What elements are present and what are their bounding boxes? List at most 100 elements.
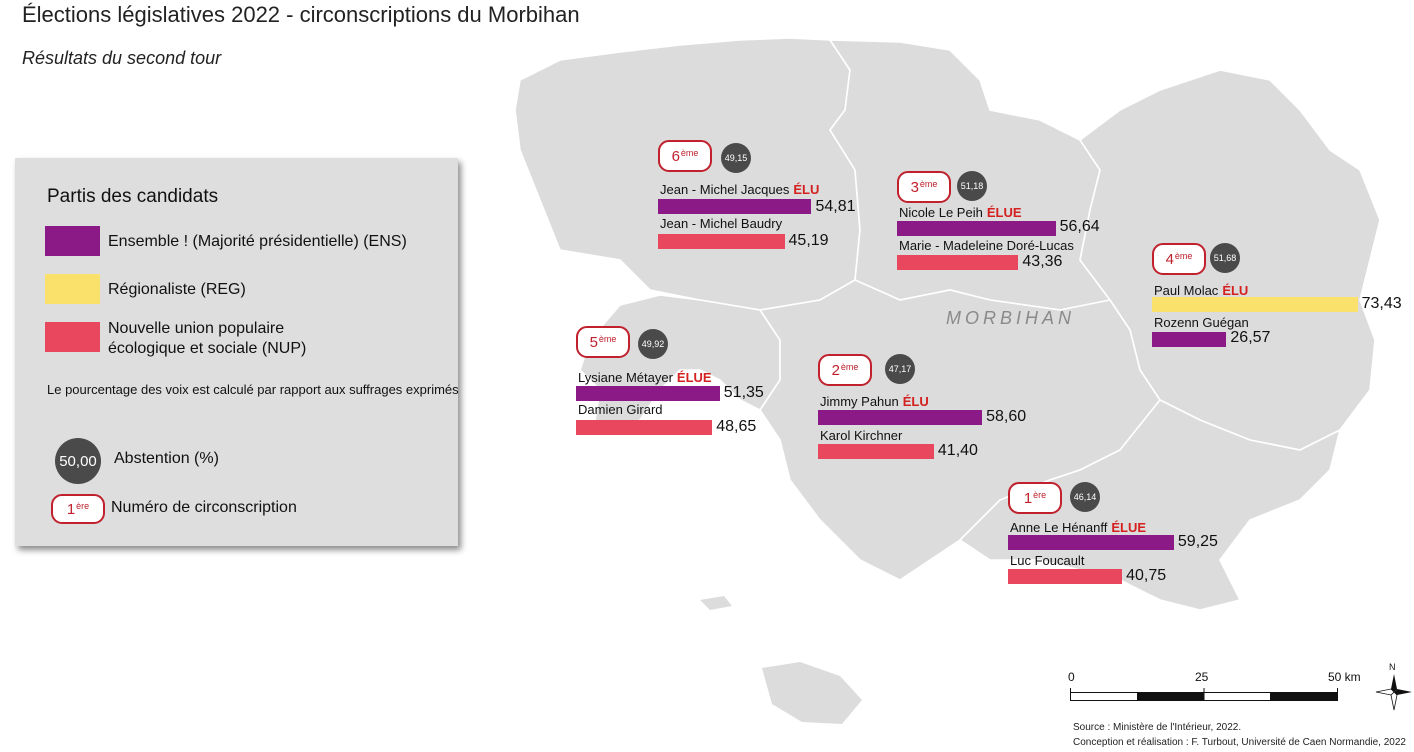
ens-swatch: [45, 226, 100, 256]
ens-label: Ensemble ! (Majorité présidentielle) (EN…: [108, 233, 407, 250]
constituency-number-sup: ème: [598, 334, 617, 344]
vote-bar: [576, 420, 713, 435]
vote-value: 56,64: [1059, 218, 1100, 235]
scale-label-25: 25: [1195, 670, 1209, 684]
constituency-number-badge: 4 ème: [1152, 243, 1206, 275]
candidate-name: Anne Le Hénanff ÉLUE: [1010, 520, 1146, 535]
vote-bar: [1008, 535, 1174, 550]
vote-value: 73,43: [1361, 295, 1402, 312]
vote-value: 59,25: [1177, 533, 1218, 550]
vote-bar: [1152, 297, 1358, 312]
vote-value: 58,60: [986, 408, 1027, 425]
abstention-circle: 46,14: [1070, 482, 1100, 512]
candidate-name-text: Jimmy Pahun: [820, 394, 899, 409]
constituency-number-badge: 1 ère: [1008, 482, 1062, 514]
candidate-name-text: Anne Le Hénanff: [1010, 520, 1108, 535]
constituency-number-badge: 3 ème: [897, 171, 951, 203]
nup-label-line2: écologique et sociale (NUP): [108, 340, 307, 357]
vote-value: 41,40: [937, 442, 978, 459]
vote-bar: [818, 410, 983, 425]
candidate-name-text: Karol Kirchner: [820, 428, 903, 443]
candidate-name-text: Paul Molac: [1154, 283, 1219, 298]
constituency-number: 1: [1023, 489, 1033, 507]
vote-value: 54,81: [815, 198, 856, 215]
candidate-name: Nicole Le Peih ÉLUE: [899, 205, 1022, 220]
elected-tag: ÉLU: [793, 182, 820, 197]
vote-bar: [576, 386, 720, 401]
number-legend-label: Numéro de circonscription: [111, 499, 297, 516]
vote-bar: [1152, 332, 1227, 347]
reg-label: Régionaliste (REG): [108, 281, 246, 298]
reg-swatch: [45, 274, 100, 304]
nup-label-line1: Nouvelle union populaire: [108, 320, 285, 337]
abstention-circle: 51,68: [1210, 243, 1240, 273]
vote-bar: [818, 444, 934, 459]
credits-note: Conception et réalisation : F. Turbout, …: [1073, 737, 1406, 748]
number-sample-badge: 1 ère: [51, 494, 105, 524]
scale-label-50: 50 km: [1328, 670, 1361, 684]
vote-value: 43,36: [1022, 253, 1063, 270]
abstention-circle: 51,18: [957, 171, 987, 201]
vote-value: 40,75: [1126, 567, 1167, 584]
constituency-number: 6: [671, 147, 680, 165]
constituency-number-sup: ème: [680, 148, 699, 158]
vote-bar: [658, 199, 812, 214]
candidate-name: Jimmy Pahun ÉLU: [820, 394, 929, 409]
abstention-circle: 47,17: [885, 354, 915, 384]
candidate-name-text: Jean - Michel Jacques: [660, 182, 790, 197]
number-sample-digit: 1: [66, 500, 76, 518]
candidate-name-text: Rozenn Guégan: [1154, 315, 1249, 330]
abstention-circle: 49,15: [721, 143, 751, 173]
vote-value: 26,57: [1230, 329, 1271, 346]
abstention-sample-circle: 50,00: [55, 438, 101, 484]
scale-label-0: 0: [1068, 670, 1075, 684]
candidate-name-text: Lysiane Métayer: [578, 370, 673, 385]
candidate-name: Rozenn Guégan: [1154, 315, 1249, 330]
belle-ile: [762, 662, 862, 724]
legend-note: Le pourcentage des voix est calculé par …: [47, 382, 459, 397]
abstention-circle: 49,92: [638, 329, 668, 359]
candidate-name-text: Nicole Le Peih: [899, 205, 983, 220]
candidate-name-text: Luc Foucault: [1010, 553, 1085, 568]
scale-bar: [1070, 688, 1338, 701]
ile-de-groix: [700, 596, 732, 610]
candidate-name: Jean - Michel Jacques ÉLU: [660, 182, 819, 197]
abstention-legend-label: Abstention (%): [114, 450, 219, 467]
legend-title: Partis des candidats: [47, 186, 219, 207]
candidate-name: Karol Kirchner: [820, 428, 902, 443]
vote-value: 51,35: [723, 384, 764, 401]
department-label: MORBIHAN: [946, 308, 1076, 328]
candidate-name: Luc Foucault: [1010, 553, 1084, 568]
elected-tag: ÉLU: [1222, 283, 1249, 298]
constituency-number-sup: ème: [1174, 251, 1193, 261]
candidate-name-text: Jean - Michel Baudry: [660, 216, 783, 231]
elected-tag: ÉLUE: [1111, 520, 1147, 535]
constituency-number-badge: 6 ème: [658, 140, 712, 172]
north-arrow-icon: [1375, 674, 1412, 711]
source-note: Source : Ministère de l'Intérieur, 2022.: [1073, 722, 1242, 733]
map-title: Élections législatives 2022 - circonscri…: [22, 2, 580, 27]
region-6: [514, 37, 861, 311]
candidate-name-text: Marie - Madeleine Doré-Lucas: [899, 238, 1074, 253]
constituency-number: 4: [1165, 250, 1174, 268]
north-letter: N: [1389, 662, 1396, 672]
map-subtitle: Résultats du second tour: [22, 48, 222, 68]
candidate-name: Lysiane Métayer ÉLUE: [578, 370, 712, 385]
candidate-name: Damien Girard: [578, 402, 663, 417]
elected-tag: ÉLUE: [676, 370, 712, 385]
constituency-number: 2: [831, 361, 840, 379]
legend-panel: Partis des candidats Ensemble ! (Majorit…: [15, 158, 459, 546]
constituency-number-sup: ère: [1033, 490, 1047, 500]
elected-tag: ÉLU: [902, 394, 929, 409]
constituency-number: 5: [589, 333, 598, 351]
candidate-name: Paul Molac ÉLU: [1154, 283, 1248, 298]
constituency-number: 3: [910, 178, 919, 196]
nup-swatch: [45, 322, 100, 352]
vote-bar: [658, 234, 785, 249]
vote-bar: [897, 221, 1056, 236]
candidate-name-text: Damien Girard: [578, 402, 663, 417]
number-sample-sup: ère: [76, 501, 90, 511]
constituency-number-sup: ème: [919, 179, 938, 189]
vote-bar: [897, 255, 1019, 270]
region-1: [958, 398, 1342, 611]
